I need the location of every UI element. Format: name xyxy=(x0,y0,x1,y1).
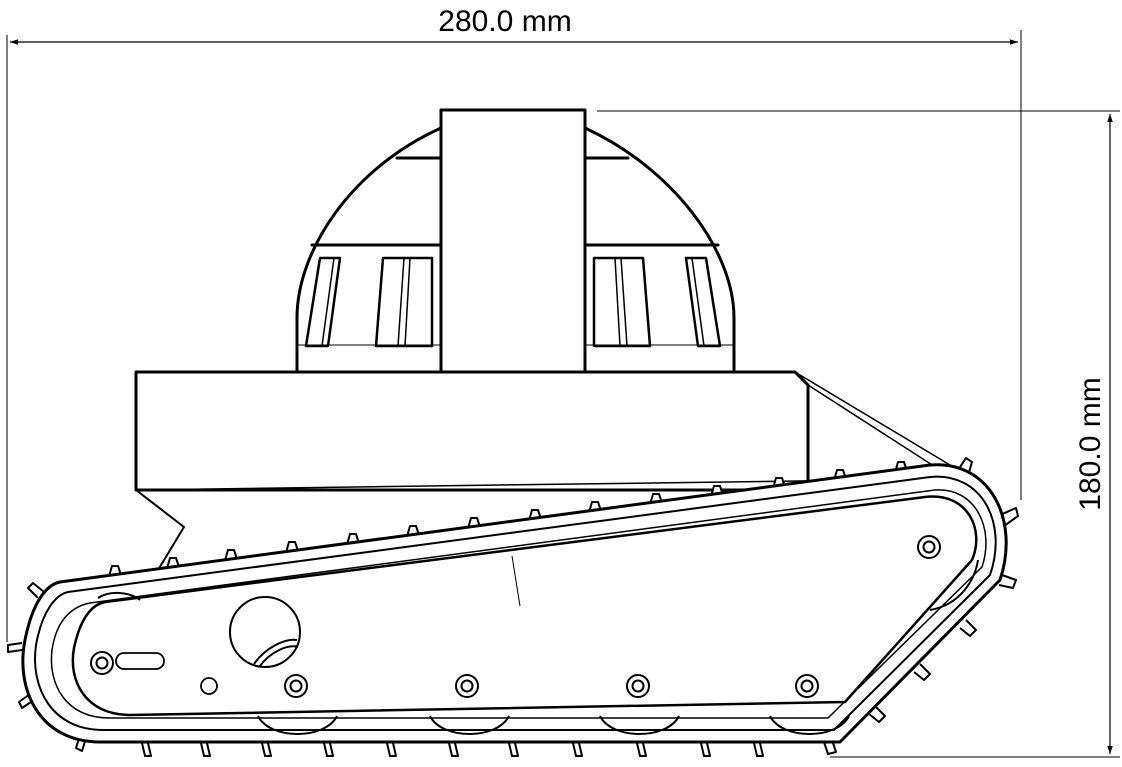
road-wheel-2 xyxy=(429,715,510,735)
tensioner-slot xyxy=(115,652,165,670)
vent-slot-3 xyxy=(592,256,652,348)
road-wheel-bolt-4 xyxy=(795,674,819,698)
rear-axle-bolt xyxy=(90,651,114,675)
road-wheel-bolt-1 xyxy=(284,674,308,698)
frame-detail-line xyxy=(511,555,521,607)
upper-deck xyxy=(134,370,810,492)
vent-slot-1 xyxy=(304,256,342,348)
robot-body xyxy=(134,370,951,576)
road-wheels xyxy=(97,559,979,735)
dome-turret xyxy=(295,108,736,374)
access-hole xyxy=(229,596,301,668)
track-assembly xyxy=(7,457,1019,757)
height-dimension xyxy=(597,110,1120,758)
height-dimension-label: 180.0 mm xyxy=(1074,377,1107,510)
front-axle-bolt xyxy=(917,535,941,559)
road-wheel-bolt-3 xyxy=(626,674,650,698)
vent-slot-2 xyxy=(374,256,434,348)
bolts xyxy=(90,535,941,698)
deck-slope-line-2 xyxy=(807,384,941,471)
side-frame-plate xyxy=(71,495,978,717)
lower-hull xyxy=(135,482,185,576)
road-wheel-1 xyxy=(257,715,338,735)
sprocket-wheel-front xyxy=(929,559,979,611)
deck-slope-line xyxy=(794,371,951,466)
road-wheel-3 xyxy=(599,715,680,735)
frame-top-ridge xyxy=(139,499,901,599)
track-belt-mid xyxy=(34,475,997,731)
vent-slot-4 xyxy=(684,256,722,348)
idler-wheel-rear xyxy=(97,592,141,601)
track-belt-inner xyxy=(50,489,987,719)
road-wheel-4 xyxy=(769,715,850,735)
hull-underside xyxy=(135,479,871,491)
width-dimension-label: 280.0 mm xyxy=(438,5,571,38)
width-dimension xyxy=(6,30,1022,642)
dome-outline xyxy=(295,126,736,374)
road-wheel-bolt-2 xyxy=(455,674,479,698)
small-hole xyxy=(200,677,218,695)
turret-mast xyxy=(439,108,587,374)
